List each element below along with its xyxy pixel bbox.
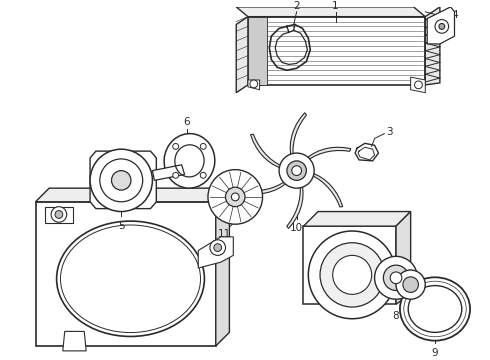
Circle shape — [231, 193, 239, 201]
Ellipse shape — [57, 221, 204, 337]
Text: 4: 4 — [451, 10, 458, 20]
Polygon shape — [250, 134, 280, 167]
Text: 11: 11 — [218, 229, 231, 239]
Circle shape — [333, 255, 372, 294]
Polygon shape — [35, 188, 229, 202]
Circle shape — [403, 277, 418, 292]
Circle shape — [200, 172, 206, 178]
Polygon shape — [152, 165, 185, 180]
Circle shape — [383, 265, 409, 291]
Polygon shape — [248, 80, 260, 90]
Circle shape — [396, 270, 425, 299]
Circle shape — [390, 272, 402, 284]
Ellipse shape — [164, 134, 215, 188]
Circle shape — [210, 240, 225, 255]
Circle shape — [51, 207, 67, 222]
Circle shape — [200, 144, 206, 149]
Circle shape — [287, 161, 306, 180]
Circle shape — [250, 80, 258, 88]
Text: 8: 8 — [392, 311, 399, 321]
Circle shape — [225, 187, 245, 207]
Circle shape — [320, 243, 384, 307]
Polygon shape — [427, 7, 455, 44]
Circle shape — [374, 256, 417, 299]
Polygon shape — [236, 17, 248, 93]
Polygon shape — [198, 237, 233, 268]
Circle shape — [308, 231, 396, 319]
Polygon shape — [391, 260, 404, 294]
Polygon shape — [290, 113, 306, 154]
Text: 3: 3 — [386, 127, 392, 137]
Circle shape — [55, 211, 63, 219]
Circle shape — [292, 166, 301, 175]
Polygon shape — [248, 17, 425, 85]
Text: 10: 10 — [290, 223, 303, 233]
Circle shape — [439, 23, 445, 29]
Circle shape — [208, 170, 263, 224]
Circle shape — [90, 149, 152, 212]
Text: 7: 7 — [400, 311, 407, 321]
Polygon shape — [248, 17, 268, 85]
Circle shape — [112, 171, 131, 190]
Polygon shape — [303, 226, 396, 304]
Circle shape — [173, 144, 178, 149]
Polygon shape — [411, 77, 425, 93]
Circle shape — [435, 19, 449, 33]
Ellipse shape — [400, 277, 470, 341]
Polygon shape — [216, 188, 229, 346]
Polygon shape — [396, 212, 411, 304]
Text: 5: 5 — [118, 221, 124, 231]
Polygon shape — [287, 187, 303, 229]
Polygon shape — [425, 7, 440, 85]
Polygon shape — [63, 332, 86, 351]
Circle shape — [279, 153, 314, 188]
Polygon shape — [45, 207, 73, 223]
Text: 6: 6 — [183, 117, 190, 127]
Text: 9: 9 — [432, 348, 439, 358]
Polygon shape — [243, 183, 285, 194]
Text: 2: 2 — [294, 1, 300, 11]
Circle shape — [415, 81, 422, 89]
Polygon shape — [90, 151, 156, 208]
Circle shape — [173, 172, 178, 178]
Text: 1: 1 — [332, 1, 339, 11]
Circle shape — [214, 244, 221, 252]
Polygon shape — [308, 147, 351, 159]
Polygon shape — [313, 174, 343, 207]
Polygon shape — [35, 202, 216, 346]
Ellipse shape — [408, 285, 462, 332]
Polygon shape — [236, 7, 425, 17]
Polygon shape — [303, 212, 411, 226]
